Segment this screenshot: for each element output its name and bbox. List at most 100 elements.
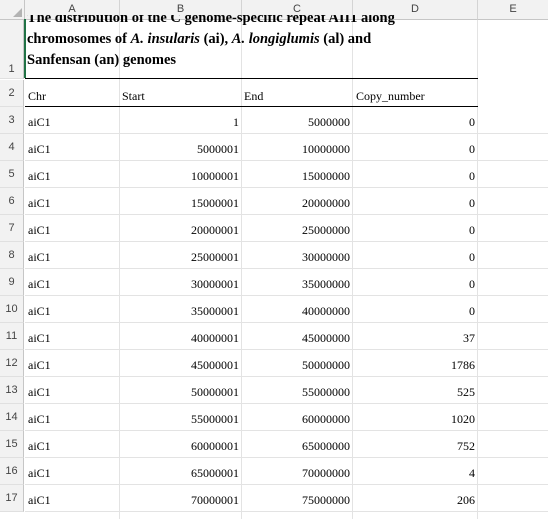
species-name: A. longiglumis	[231, 31, 320, 47]
cell-start[interactable]: 45000001	[191, 358, 239, 372]
cell-end[interactable]: 20000000	[302, 196, 350, 210]
cell-end[interactable]: 75000000	[302, 493, 350, 507]
cell-chr[interactable]: aiC1	[28, 331, 51, 345]
title-text: (al) and	[319, 31, 372, 47]
row-header-16[interactable]: 16	[0, 458, 24, 485]
grid-line	[25, 133, 548, 134]
grid-line	[25, 268, 548, 269]
cell-copy-number[interactable]: 206	[457, 493, 475, 507]
cell-end[interactable]: 65000000	[302, 439, 350, 453]
cell-copy-number[interactable]: 0	[469, 304, 475, 318]
column-header-c[interactable]: C	[242, 0, 353, 20]
row-header-17[interactable]: 17	[0, 485, 24, 512]
cell-chr[interactable]: aiC1	[28, 223, 51, 237]
cell-copy-number[interactable]: 0	[469, 277, 475, 291]
title-cell[interactable]: The distribution of the C genome-specifi…	[27, 15, 477, 77]
cell-end[interactable]: 30000000	[302, 250, 350, 264]
cell-end[interactable]: 5000000	[308, 115, 350, 129]
column-header-e[interactable]: E	[478, 0, 548, 20]
row-header-8[interactable]: 8	[0, 242, 24, 269]
cell-chr[interactable]: aiC1	[28, 439, 51, 453]
cell-copy-number[interactable]: 0	[469, 169, 475, 183]
cell-copy-number[interactable]: 37	[463, 331, 475, 345]
cell-copy-number[interactable]: 0	[469, 250, 475, 264]
cell-end[interactable]: 50000000	[302, 358, 350, 372]
cell-chr[interactable]: aiC1	[28, 196, 51, 210]
cell-start[interactable]: 65000001	[191, 466, 239, 480]
cell-copy-number[interactable]: 4	[469, 466, 475, 480]
cell-chr[interactable]: aiC1	[28, 493, 51, 507]
cell-start[interactable]: 60000001	[191, 439, 239, 453]
row-header-1[interactable]: 1	[0, 20, 24, 79]
cell-chr[interactable]: aiC1	[28, 304, 51, 318]
cell-start[interactable]: 1	[233, 115, 239, 129]
cell-end[interactable]: 15000000	[302, 169, 350, 183]
title-border	[25, 78, 478, 79]
cell-copy-number[interactable]: 0	[469, 142, 475, 156]
row-header-15[interactable]: 15	[0, 431, 24, 458]
cell-end[interactable]: 40000000	[302, 304, 350, 318]
cell-end[interactable]: 70000000	[302, 466, 350, 480]
cell-copy-number[interactable]: 1786	[451, 358, 475, 372]
row-header-14[interactable]: 14	[0, 404, 24, 431]
cell-end[interactable]: 35000000	[302, 277, 350, 291]
row-header-5[interactable]: 5	[0, 161, 24, 188]
cell-start[interactable]: 30000001	[191, 277, 239, 291]
cell-start[interactable]: 40000001	[191, 331, 239, 345]
cell-copy-number[interactable]: 525	[457, 385, 475, 399]
cell-end[interactable]: 10000000	[302, 142, 350, 156]
row-header-11[interactable]: 11	[0, 323, 24, 350]
cell-chr[interactable]: aiC1	[28, 169, 51, 183]
cell-start[interactable]: 70000001	[191, 493, 239, 507]
row-header-13[interactable]: 13	[0, 377, 24, 404]
select-all-corner[interactable]	[0, 0, 25, 20]
grid-line	[25, 241, 548, 242]
cell-copy-number[interactable]: 0	[469, 196, 475, 210]
header-cell-end[interactable]: End	[244, 89, 264, 103]
cell-start[interactable]: 55000001	[191, 412, 239, 426]
cell-start[interactable]: 20000001	[191, 223, 239, 237]
row-header-3[interactable]: 3	[0, 107, 24, 134]
title-line-2: chromosomes of A. insularis (ai), A. lon…	[27, 29, 477, 50]
cell-chr[interactable]: aiC1	[28, 142, 51, 156]
cell-copy-number[interactable]: 0	[469, 223, 475, 237]
row-header-10[interactable]: 10	[0, 296, 24, 323]
cell-start[interactable]: 25000001	[191, 250, 239, 264]
cell-copy-number[interactable]: 752	[457, 439, 475, 453]
cell-chr[interactable]: aiC1	[28, 277, 51, 291]
row-header-7[interactable]: 7	[0, 215, 24, 242]
cell-end[interactable]: 55000000	[302, 385, 350, 399]
grid-line	[25, 295, 548, 296]
cell-end[interactable]: 25000000	[302, 223, 350, 237]
header-cell-start[interactable]: Start	[122, 89, 145, 103]
cell-chr[interactable]: aiC1	[28, 115, 51, 129]
row-header-4[interactable]: 4	[0, 134, 24, 161]
header-cell-chr[interactable]: Chr	[28, 89, 46, 103]
row-header-12[interactable]: 12	[0, 350, 24, 377]
column-header-d[interactable]: D	[353, 0, 478, 20]
cell-chr[interactable]: aiC1	[28, 412, 51, 426]
column-header-b[interactable]: B	[120, 0, 242, 20]
column-header-a[interactable]: A	[25, 0, 120, 20]
cell-chr[interactable]: aiC1	[28, 358, 51, 372]
cell-chr[interactable]: aiC1	[28, 385, 51, 399]
row-header-9[interactable]: 9	[0, 269, 24, 296]
cell-start[interactable]: 50000001	[191, 385, 239, 399]
cell-start[interactable]: 35000001	[191, 304, 239, 318]
cell-copy-number[interactable]: 1020	[451, 412, 475, 426]
grid-line	[25, 187, 548, 188]
title-text: chromosomes of	[27, 31, 131, 47]
header-cell-copy-number[interactable]: Copy_number	[356, 89, 425, 103]
cell-end[interactable]: 45000000	[302, 331, 350, 345]
cell-start[interactable]: 10000001	[191, 169, 239, 183]
row-header-2[interactable]: 2	[0, 80, 24, 107]
cell-end[interactable]: 60000000	[302, 412, 350, 426]
cell-chr[interactable]: aiC1	[28, 250, 51, 264]
grid-line	[25, 430, 548, 431]
cell-chr[interactable]: aiC1	[28, 466, 51, 480]
cell-start[interactable]: 15000001	[191, 196, 239, 210]
row-header-6[interactable]: 6	[0, 188, 24, 215]
grid-line	[241, 20, 242, 519]
cell-start[interactable]: 5000001	[197, 142, 239, 156]
cell-copy-number[interactable]: 0	[469, 115, 475, 129]
